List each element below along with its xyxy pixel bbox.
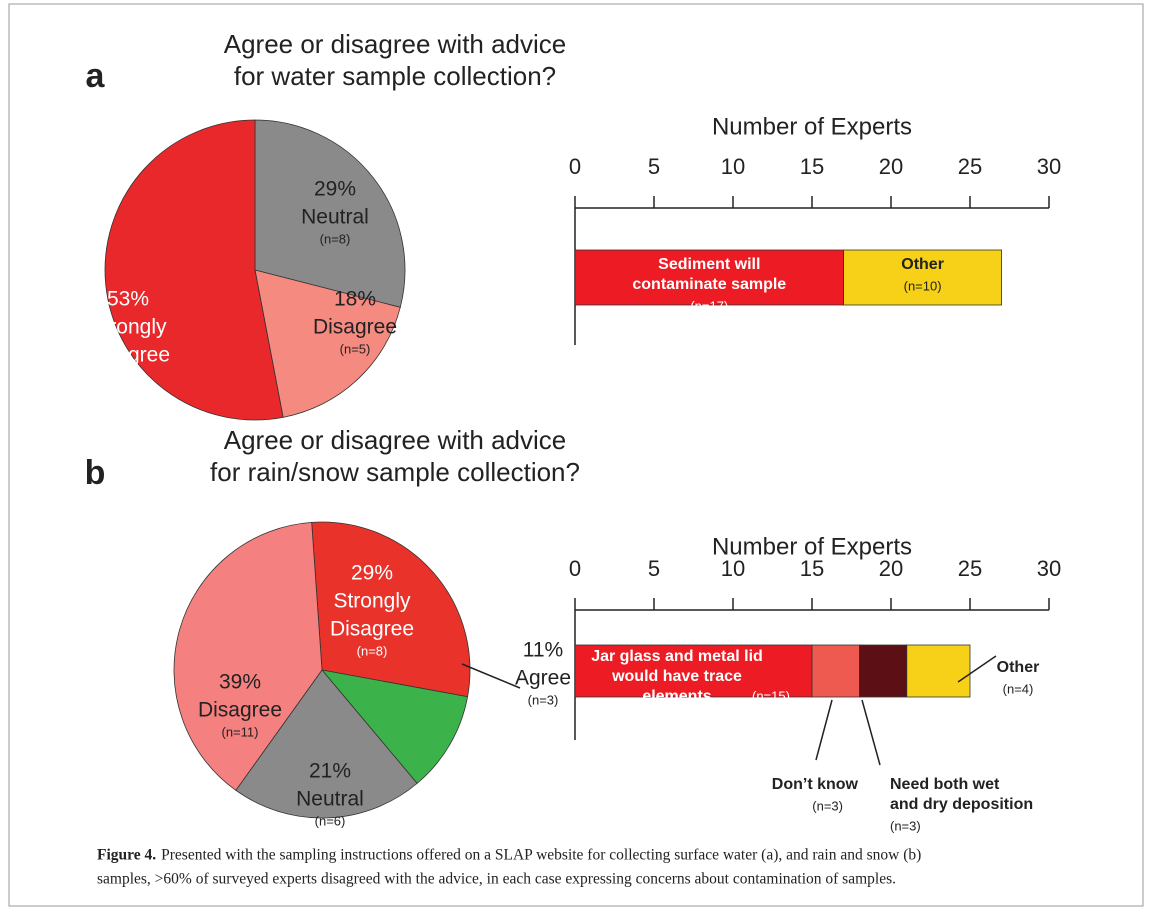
x-tick-label: 15 [800, 556, 824, 581]
bar-segment [843, 249, 1002, 306]
chart-title: Agree or disagree with advice [224, 29, 567, 59]
count-label: (n=3) [812, 798, 843, 813]
pie-slice [311, 521, 471, 698]
count-label: (n=11) [222, 724, 259, 739]
segment-label: Other [901, 256, 944, 273]
pie-slice [254, 269, 401, 418]
slice-label: Agree [515, 667, 571, 690]
x-tick-label: 5 [648, 154, 660, 179]
pie-slice [173, 521, 323, 791]
pie-slice [254, 119, 406, 308]
x-tick-label: 15 [800, 154, 824, 179]
segment-label: would have trace [611, 668, 742, 685]
x-tick-label: 30 [1037, 154, 1061, 179]
count-label: (n=8) [357, 643, 388, 658]
count-label: (n=17) [690, 298, 728, 313]
x-tick-label: 10 [721, 556, 745, 581]
bar-segment [811, 644, 860, 698]
frame [8, 3, 1144, 907]
slice-label: Disagree [198, 699, 282, 722]
slice-label: Strongly [333, 590, 411, 613]
segment-label: Need both wet [890, 776, 1000, 793]
x-tick-label: 20 [879, 154, 903, 179]
segment-label: elements [642, 688, 711, 705]
bar-segment [906, 644, 971, 698]
pie-slice [104, 119, 284, 421]
leader-line [461, 663, 521, 689]
count-label: (n=3) [528, 692, 559, 707]
pie-slice [235, 669, 418, 819]
bar-segment [574, 249, 845, 306]
count-label: (n=4) [1003, 681, 1034, 696]
pie-slice [320, 669, 469, 784]
count-label: (n=10) [904, 278, 942, 293]
slice-label: Disagree [313, 316, 397, 339]
chart-title: for water sample collection? [234, 61, 556, 91]
panel-label: b [85, 454, 106, 492]
bar-segment [574, 644, 813, 698]
axis-title: Number of Experts [712, 533, 912, 560]
count-label: (n=15) [752, 688, 790, 703]
slice-label: Neutral [301, 206, 369, 229]
caption-text: samples, >60% of surveyed experts disagr… [97, 871, 896, 888]
caption-text: Presented with the sampling instructions… [161, 847, 921, 864]
value-label: 11% [523, 639, 563, 662]
count-label: (n=5) [340, 341, 371, 356]
x-tick-label: 25 [958, 556, 982, 581]
slice-label: Strongly [89, 316, 167, 339]
count-label: (n=3) [890, 818, 921, 833]
segment-label: and dry deposition [890, 796, 1033, 813]
count-label: (n=8) [320, 231, 351, 246]
value-label: 39% [219, 671, 261, 694]
panel-label: a [86, 57, 106, 95]
chart-title: Agree or disagree with advice [224, 425, 567, 455]
segment-label: Jar glass and metal lid [591, 648, 763, 665]
bar-segment [859, 644, 908, 698]
x-tick-label: 5 [648, 556, 660, 581]
count-label: (n=6) [315, 813, 346, 828]
count-label: (n=15) [109, 369, 147, 384]
value-label: 53% [107, 288, 149, 311]
leader-line [957, 655, 997, 683]
caption-label: Figure 4. [97, 847, 156, 864]
segment-label: contaminate sample [632, 276, 786, 293]
x-tick-label: 25 [958, 154, 982, 179]
segment-label: Don’t know [772, 776, 859, 793]
slice-label: Disagree [86, 344, 170, 367]
x-tick-label: 10 [721, 154, 745, 179]
x-tick-label: 30 [1037, 556, 1061, 581]
axis-title: Number of Experts [712, 113, 912, 140]
x-tick-label: 0 [569, 154, 581, 179]
value-label: 21% [309, 760, 351, 783]
segment-label: Sediment will [658, 256, 760, 273]
leader-line [815, 699, 833, 761]
segment-label: Other [997, 659, 1040, 676]
value-label: 29% [351, 562, 393, 585]
chart-title: for rain/snow sample collection? [210, 457, 580, 487]
x-tick-label: 0 [569, 556, 581, 581]
value-label: 29% [314, 178, 356, 201]
slice-label: Neutral [296, 788, 364, 811]
leader-line [861, 699, 881, 766]
x-tick-label: 20 [879, 556, 903, 581]
value-label: 18% [334, 288, 376, 311]
slice-label: Disagree [330, 618, 414, 641]
